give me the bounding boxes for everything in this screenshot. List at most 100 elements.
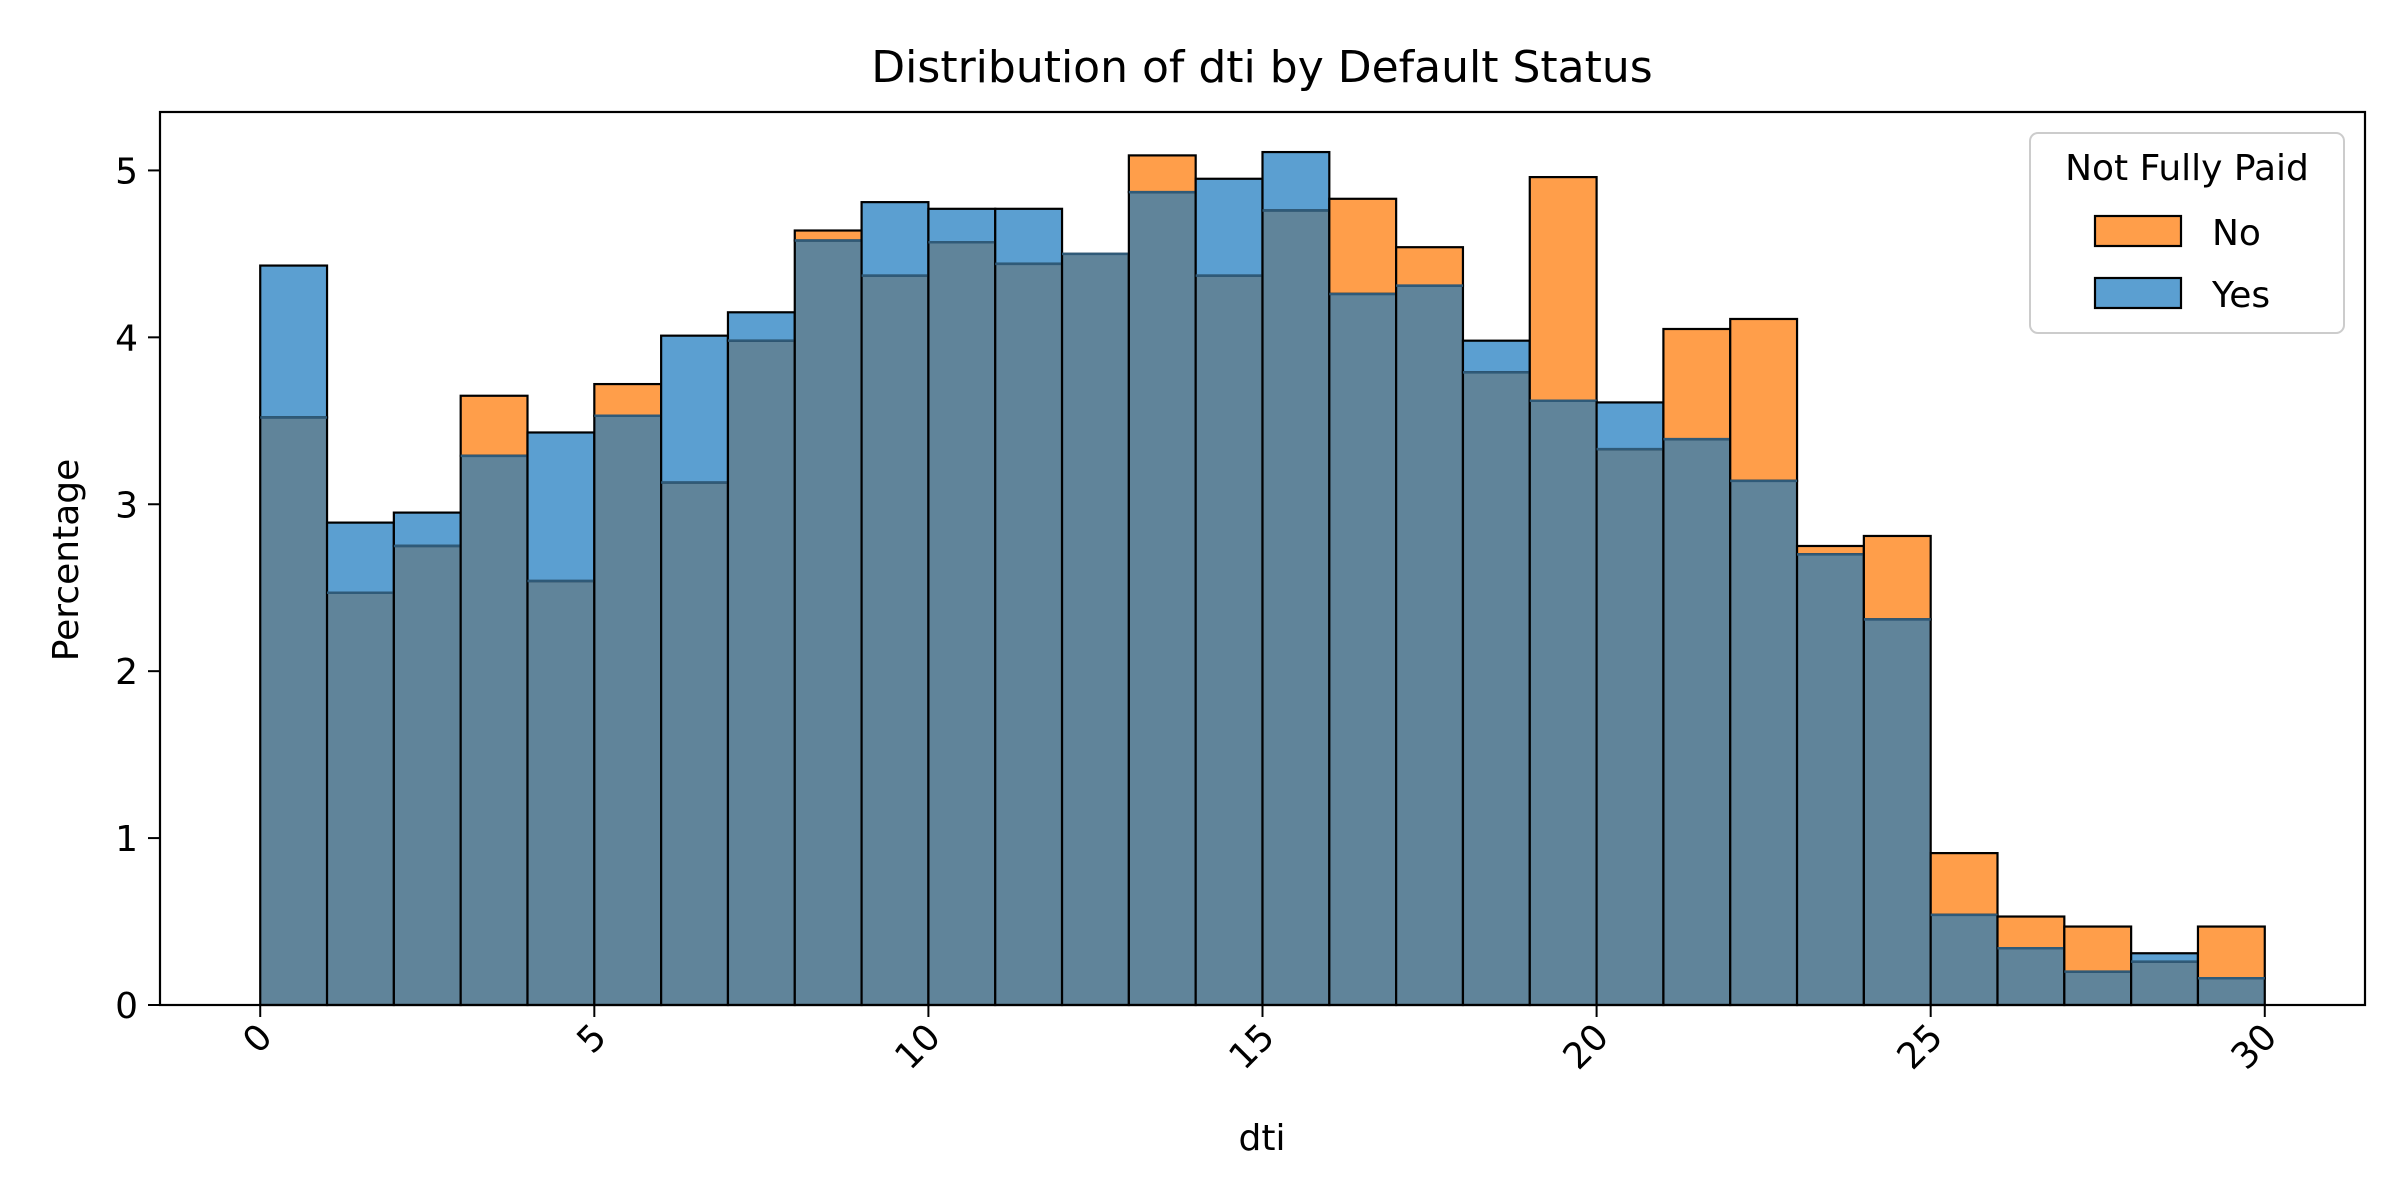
bar-overlap <box>1060 252 1130 1007</box>
bar-no <box>1996 915 2066 950</box>
bar-yes <box>526 431 596 583</box>
histogram-bin <box>392 511 462 1007</box>
legend-swatch-yes <box>2093 276 2183 310</box>
histogram-bin <box>1261 150 1331 1007</box>
histogram-bin <box>726 311 796 1007</box>
histogram-bin <box>1395 246 1465 1007</box>
bar-yes <box>325 521 395 594</box>
bar-overlap <box>1929 913 1999 1007</box>
histogram-bin <box>1528 175 1598 1007</box>
bar-overlap <box>860 274 930 1007</box>
bars-layer <box>259 150 2266 1007</box>
histogram-bin <box>1595 401 1665 1007</box>
y-tick-label: 2 <box>115 652 138 693</box>
bar-no <box>1127 154 1197 194</box>
histogram-bin <box>1729 317 1799 1007</box>
histogram-bin <box>660 334 730 1007</box>
bar-no <box>1662 327 1732 441</box>
histogram-bin <box>793 229 863 1007</box>
bar-overlap <box>325 591 395 1007</box>
bar-overlap <box>1996 947 2066 1007</box>
bar-overlap <box>259 416 329 1007</box>
histogram-bin <box>2063 925 2133 1007</box>
x-tick-label: 25 <box>1890 1016 1951 1077</box>
histogram-bin <box>994 207 1064 1007</box>
bar-yes <box>2130 952 2200 963</box>
histogram-bin <box>1662 327 1732 1007</box>
bar-overlap <box>1127 191 1197 1007</box>
bar-no <box>1862 534 1932 621</box>
bar-no <box>1528 175 1598 402</box>
bar-no <box>793 229 863 242</box>
bar-overlap <box>392 544 462 1007</box>
legend-swatch-no <box>2093 214 2183 248</box>
bar-overlap <box>927 241 997 1007</box>
y-axis: 0 1 2 3 4 5 <box>115 151 160 1027</box>
bar-overlap <box>1662 438 1732 1007</box>
bar-overlap <box>1194 274 1264 1007</box>
histogram-bin <box>593 382 663 1007</box>
bar-overlap <box>459 454 529 1007</box>
x-tick-label: 0 <box>235 1016 280 1061</box>
bar-overlap <box>1528 399 1598 1007</box>
x-tick-label: 20 <box>1556 1016 1617 1077</box>
legend-label-no: No <box>2212 213 2261 254</box>
histogram-bin <box>1461 339 1531 1007</box>
legend-label-yes: Yes <box>2211 275 2270 316</box>
histogram-bin <box>1060 252 1130 1007</box>
histogram-bin <box>2196 925 2266 1007</box>
bar-overlap <box>2130 960 2200 1007</box>
histogram-bin <box>459 394 529 1007</box>
bar-yes <box>1461 339 1531 374</box>
x-tick-label: 10 <box>887 1016 948 1077</box>
bar-no <box>459 394 529 457</box>
bar-yes <box>392 511 462 548</box>
bar-no <box>1395 246 1465 287</box>
bar-overlap <box>1795 553 1865 1007</box>
x-tick-label: 5 <box>569 1016 614 1061</box>
y-tick-label: 3 <box>115 485 138 526</box>
x-axis-label: dti <box>1239 1118 1286 1159</box>
histogram-bin <box>325 521 395 1007</box>
histogram-bin <box>2130 952 2200 1007</box>
x-axis: 0 5 10 15 20 25 30 <box>235 1005 2285 1078</box>
bar-overlap <box>593 414 663 1007</box>
bar-yes <box>726 311 796 342</box>
histogram-bin <box>1862 534 1932 1007</box>
bar-no <box>1729 317 1799 482</box>
bar-yes <box>259 264 329 419</box>
bar-yes <box>660 334 730 484</box>
histogram-bin <box>1194 177 1264 1007</box>
bar-overlap <box>726 339 796 1007</box>
bar-overlap <box>1461 371 1531 1007</box>
bar-no <box>2063 925 2133 973</box>
bar-overlap <box>1395 284 1465 1007</box>
histogram-bin <box>860 201 930 1007</box>
bar-overlap <box>793 239 863 1007</box>
y-tick-label: 1 <box>115 819 138 860</box>
bar-yes <box>994 207 1064 265</box>
histogram-bin <box>1127 154 1197 1007</box>
y-tick-label: 0 <box>115 986 138 1027</box>
bar-no <box>1328 197 1398 296</box>
bar-yes <box>1261 150 1331 212</box>
bar-no <box>1795 544 1865 556</box>
bar-overlap <box>1261 209 1331 1007</box>
bar-yes <box>1194 177 1264 277</box>
bar-overlap <box>526 579 596 1007</box>
bar-overlap <box>1328 292 1398 1007</box>
y-tick-label: 4 <box>115 318 138 359</box>
histogram-bin <box>259 264 329 1007</box>
bar-yes <box>860 201 930 277</box>
bar-overlap <box>994 262 1064 1007</box>
histogram-bin <box>1795 544 1865 1007</box>
bar-no <box>2196 925 2266 980</box>
bar-overlap <box>2063 970 2133 1007</box>
bar-overlap <box>1729 479 1799 1007</box>
histogram-bin <box>526 431 596 1007</box>
bar-no <box>593 382 663 417</box>
legend-title: Not Fully Paid <box>2065 148 2309 189</box>
bar-overlap <box>1595 448 1665 1007</box>
